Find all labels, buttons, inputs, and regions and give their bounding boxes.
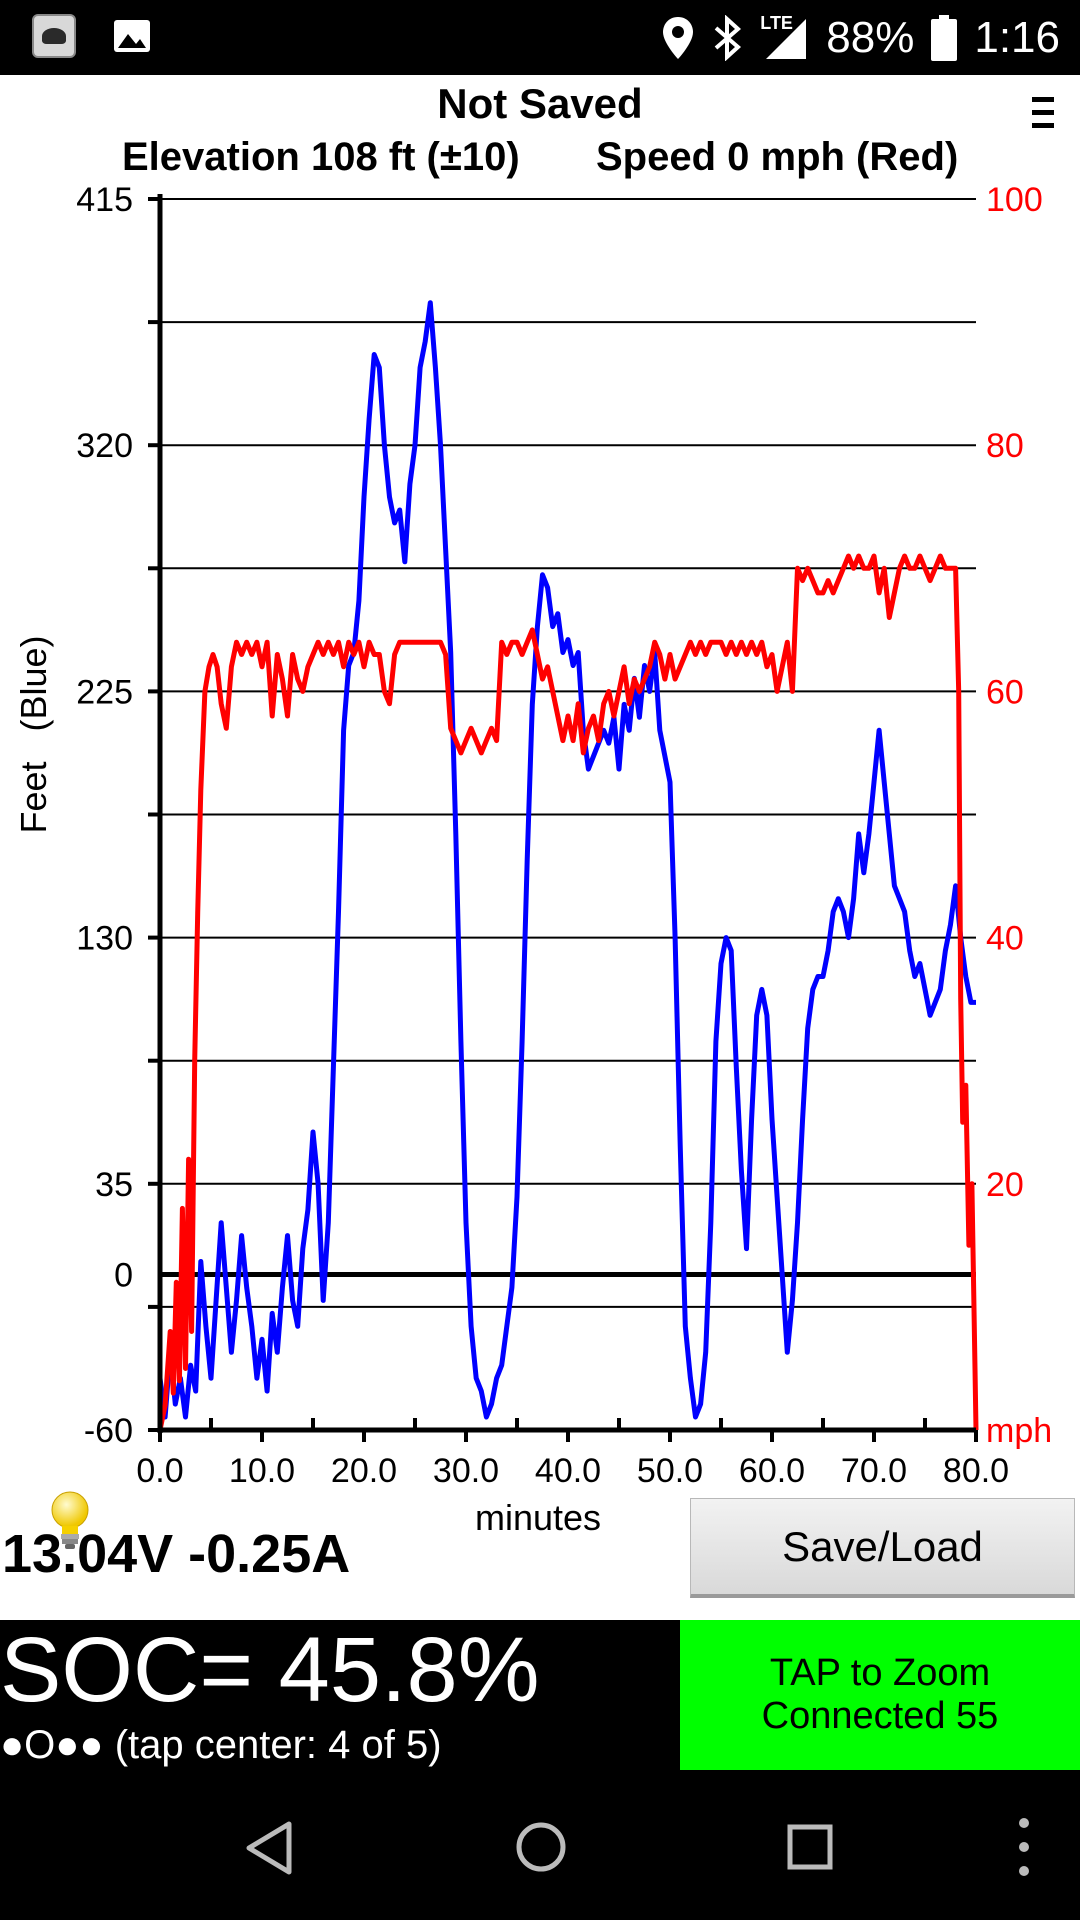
speed-readout: Speed 0 mph (Red) bbox=[596, 135, 959, 179]
series-layer bbox=[157, 300, 979, 1431]
overflow-menu-icon[interactable] bbox=[1010, 1813, 1038, 1881]
save-load-button[interactable]: Save/Load bbox=[690, 1498, 1075, 1598]
y-axis-title: Feet (Blue) bbox=[13, 635, 54, 833]
series-line-elevation bbox=[157, 300, 976, 1420]
zoom-line-2: Connected 55 bbox=[761, 1695, 999, 1737]
x-axis-title: minutes bbox=[475, 1497, 601, 1538]
image-icon bbox=[110, 14, 154, 58]
app-area: Not Saved Elevation 108 ft (±10) Speed 0… bbox=[0, 75, 1080, 1620]
back-icon[interactable] bbox=[245, 1820, 295, 1876]
y-tick-label: 130 bbox=[76, 920, 133, 958]
x-tick-label: 60.0 bbox=[739, 1452, 805, 1490]
gallery-app-icon bbox=[32, 14, 76, 58]
navigation-bar bbox=[0, 1775, 1080, 1920]
status-bar: LTE 88% 1:16 bbox=[0, 0, 1080, 75]
zoom-line-1: TAP to Zoom bbox=[769, 1652, 991, 1694]
y-tick-label: 0 bbox=[114, 1257, 133, 1295]
page-title: Not Saved bbox=[437, 80, 643, 127]
soc-value: SOC= 45.8% bbox=[0, 1619, 540, 1721]
y-tick-label: 320 bbox=[76, 427, 133, 465]
y-tick-label: 35 bbox=[95, 1166, 133, 1204]
axis-labels: 0.0 10.0 20.0 30.0 40.0 50.0 60.0 70.0 80.0 415 32… bbox=[13, 181, 1052, 1538]
x-tick-label: 20.0 bbox=[331, 1452, 397, 1490]
lte-signal-icon: LTE bbox=[760, 13, 810, 63]
elevation-speed-chart[interactable]: 0.0 10.0 20.0 30.0 40.0 50.0 60.0 70.0 80.0 415 32… bbox=[0, 75, 1080, 1620]
axes bbox=[157, 194, 978, 1442]
battery-percent: 88% bbox=[826, 12, 915, 62]
y-tick-label: 415 bbox=[76, 181, 133, 219]
battery-icon bbox=[931, 14, 958, 61]
y2-tick-label: 40 bbox=[986, 920, 1024, 958]
y2-tick-label: 60 bbox=[986, 673, 1024, 711]
bluetooth-icon bbox=[714, 14, 742, 61]
x-tick-label: 80.0 bbox=[943, 1452, 1009, 1490]
y2-tick-label: 20 bbox=[986, 1166, 1024, 1204]
page-indicator: ●O●● (tap center: 4 of 5) bbox=[0, 1723, 442, 1767]
y-tick-label: -60 bbox=[84, 1412, 133, 1450]
y2-unit-label: mph bbox=[986, 1412, 1052, 1450]
recents-icon[interactable] bbox=[785, 1822, 835, 1872]
location-icon bbox=[663, 16, 694, 59]
home-icon[interactable] bbox=[514, 1820, 568, 1874]
series-line-speed bbox=[157, 553, 979, 1431]
clock: 1:16 bbox=[974, 12, 1060, 62]
x-tick-label: 40.0 bbox=[535, 1452, 601, 1490]
status-right: LTE 88% 1:16 bbox=[660, 0, 1060, 75]
y-tick-label: 225 bbox=[76, 673, 133, 711]
y2-tick-label: 100 bbox=[986, 181, 1043, 219]
network-type: LTE bbox=[760, 12, 793, 33]
y2-tick-label: 80 bbox=[986, 427, 1024, 465]
soc-panel[interactable]: SOC= 45.8% ●O●● (tap center: 4 of 5) TAP… bbox=[0, 1619, 1080, 1775]
elevation-readout: Elevation 108 ft (±10) bbox=[122, 135, 520, 179]
voltage-current-readout: 13.04V -0.25A bbox=[2, 1524, 351, 1584]
lightbulb-icon bbox=[51, 1491, 89, 1549]
zoom-button[interactable]: TAP to Zoom Connected 55 bbox=[680, 1620, 1080, 1770]
x-tick-label: 70.0 bbox=[841, 1452, 907, 1490]
x-tick-label: 30.0 bbox=[433, 1452, 499, 1490]
x-tick-label: 10.0 bbox=[229, 1452, 295, 1490]
x-tick-label: 0.0 bbox=[136, 1452, 183, 1490]
grid-lines bbox=[148, 197, 976, 1432]
x-tick-label: 50.0 bbox=[637, 1452, 703, 1490]
menu-icon[interactable] bbox=[1028, 93, 1062, 133]
